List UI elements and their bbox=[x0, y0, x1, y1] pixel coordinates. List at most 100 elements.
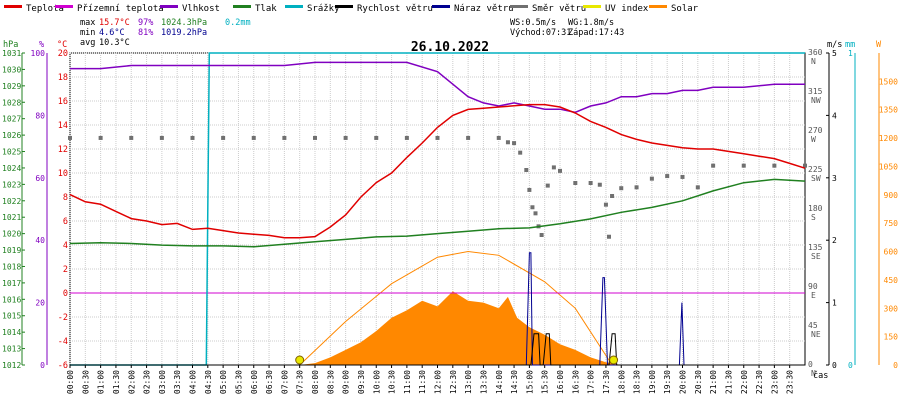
temp-tick-label: 6 bbox=[63, 217, 68, 227]
chart-date: 26.10.2022 bbox=[411, 40, 489, 55]
w-tick-label: 600 bbox=[884, 248, 899, 257]
dir-compass-label: NE bbox=[811, 330, 821, 339]
wind-direction-point bbox=[505, 140, 510, 145]
legend-swatch bbox=[233, 5, 251, 8]
w-tick-label: 1500 bbox=[879, 77, 898, 86]
dir-compass-label: SW bbox=[811, 174, 821, 183]
legend-swatch bbox=[583, 5, 601, 8]
x-tick-label: 01:30 bbox=[112, 370, 121, 394]
hpa-tick-label: 1021 bbox=[2, 213, 21, 222]
x-tick-label: 19:30 bbox=[663, 370, 672, 394]
ms-tick-label: 4 bbox=[832, 111, 837, 120]
hpa-tick-label: 1027 bbox=[2, 115, 21, 124]
dir-tick-label: 90 bbox=[808, 282, 818, 291]
x-tick-label: 16:00 bbox=[556, 370, 565, 394]
wind-direction-point bbox=[603, 202, 608, 207]
legend-swatch bbox=[432, 5, 450, 8]
wind-speed-stat: WS:0.5m/s bbox=[510, 18, 556, 28]
wind-direction-point bbox=[610, 194, 615, 198]
w-tick-label: 1200 bbox=[879, 134, 898, 143]
temp-tick-label: 4 bbox=[63, 241, 68, 251]
wind-direction-point bbox=[313, 135, 317, 140]
hpa-tick-label: 1028 bbox=[2, 98, 21, 107]
dir-tick-label: 270 bbox=[808, 126, 823, 135]
stats-block: max 15.7°C 97% 1024.3hPa 0.2mm min 4.6°C 81% 101… bbox=[80, 18, 624, 48]
legend-swatch bbox=[510, 5, 528, 8]
x-tick-label: 11:30 bbox=[418, 370, 427, 394]
x-axis-unit: čas bbox=[813, 370, 828, 381]
avg-label: avg bbox=[80, 38, 95, 48]
hpa-tick-label: 1015 bbox=[2, 312, 21, 321]
hpa-tick-label: 1023 bbox=[2, 180, 21, 189]
legend-swatch bbox=[285, 5, 303, 8]
dir-tick-label: 180 bbox=[808, 204, 823, 213]
w-axis-unit: W bbox=[876, 40, 882, 50]
wind-direction-point bbox=[435, 135, 440, 140]
ms-tick-label: 2 bbox=[832, 236, 837, 245]
humidity-line bbox=[70, 61, 805, 114]
wind-direction-point bbox=[512, 141, 517, 146]
x-tick-label: 14:30 bbox=[510, 370, 519, 394]
x-tick-label: 18:30 bbox=[633, 370, 642, 394]
hpa-tick-label: 1012 bbox=[2, 361, 21, 370]
x-tick-label: 11:00 bbox=[403, 370, 412, 394]
wind-direction-point bbox=[159, 135, 164, 140]
dir-compass-label: NW bbox=[811, 96, 821, 105]
w-tick-label: 300 bbox=[884, 304, 899, 313]
hpa-tick-label: 1013 bbox=[2, 345, 21, 354]
x-tick-label: 10:30 bbox=[388, 370, 397, 394]
x-tick-label: 14:00 bbox=[495, 370, 504, 394]
mm-axis-unit: mm bbox=[845, 40, 855, 50]
x-tick-label: 20:30 bbox=[694, 370, 703, 394]
temp-tick-label: 12 bbox=[58, 145, 68, 155]
temp-tick-label: 8 bbox=[63, 193, 68, 203]
wind-direction-point bbox=[466, 135, 471, 140]
pct-tick-label: 80 bbox=[35, 111, 45, 120]
x-tick-label: 12:30 bbox=[449, 370, 458, 394]
wind-gust-line bbox=[70, 252, 805, 366]
avg-temp: 10.3°C bbox=[99, 38, 130, 48]
x-tick-label: 21:00 bbox=[709, 370, 718, 394]
ms-tick-label: 5 bbox=[832, 49, 837, 58]
wind-direction-point bbox=[374, 135, 379, 140]
legend-swatch bbox=[335, 5, 353, 8]
x-tick-label: 12:00 bbox=[434, 370, 443, 394]
x-tick-label: 13:00 bbox=[464, 370, 473, 394]
x-tick-label: 20:00 bbox=[679, 370, 688, 394]
hpa-tick-label: 1014 bbox=[2, 328, 21, 337]
x-tick-label: 08:00 bbox=[311, 370, 320, 394]
wind-direction-point bbox=[634, 185, 639, 190]
w-tick-label: 1050 bbox=[879, 162, 898, 171]
pct-tick-label: 60 bbox=[35, 174, 45, 183]
x-tick-label: 07:00 bbox=[280, 370, 289, 394]
x-tick-label: 23:30 bbox=[786, 370, 795, 394]
wind-direction-point bbox=[597, 182, 602, 187]
legend-swatch bbox=[160, 5, 178, 8]
dir-tick-label: 45 bbox=[808, 321, 818, 330]
hpa-tick-label: 1017 bbox=[2, 279, 21, 288]
wind-direction-point bbox=[533, 211, 538, 216]
dir-tick-label: 135 bbox=[808, 243, 823, 252]
w-tick-label: 450 bbox=[884, 276, 899, 285]
x-tick-label: 00:00 bbox=[66, 370, 75, 394]
wind-direction-point bbox=[573, 181, 578, 185]
x-tick-label: 16:30 bbox=[571, 370, 580, 394]
x-tick-label: 06:30 bbox=[265, 370, 274, 394]
min-temp: 4.6°C bbox=[99, 28, 125, 38]
mm-tick-label: 1 bbox=[848, 49, 853, 58]
temp-tick-label: 20 bbox=[58, 49, 68, 59]
x-tick-label: 10:00 bbox=[372, 370, 381, 394]
wind-direction-point bbox=[680, 174, 685, 179]
min-pressure: 1019.2hPa bbox=[161, 28, 207, 38]
x-tick-label: 02:30 bbox=[143, 370, 152, 394]
wind-direction-point bbox=[741, 163, 746, 168]
wind-direction-point bbox=[404, 135, 409, 140]
wind-direction-point bbox=[607, 234, 611, 239]
solar-clear-sky-line bbox=[299, 250, 613, 366]
x-tick-label: 05:00 bbox=[219, 370, 228, 394]
w-tick-label: 150 bbox=[884, 333, 899, 342]
hpa-tick-label: 1024 bbox=[2, 164, 21, 173]
dir-compass-label: SE bbox=[811, 252, 821, 261]
min-label: min bbox=[80, 28, 95, 38]
x-tick-label: 01:00 bbox=[97, 370, 106, 394]
